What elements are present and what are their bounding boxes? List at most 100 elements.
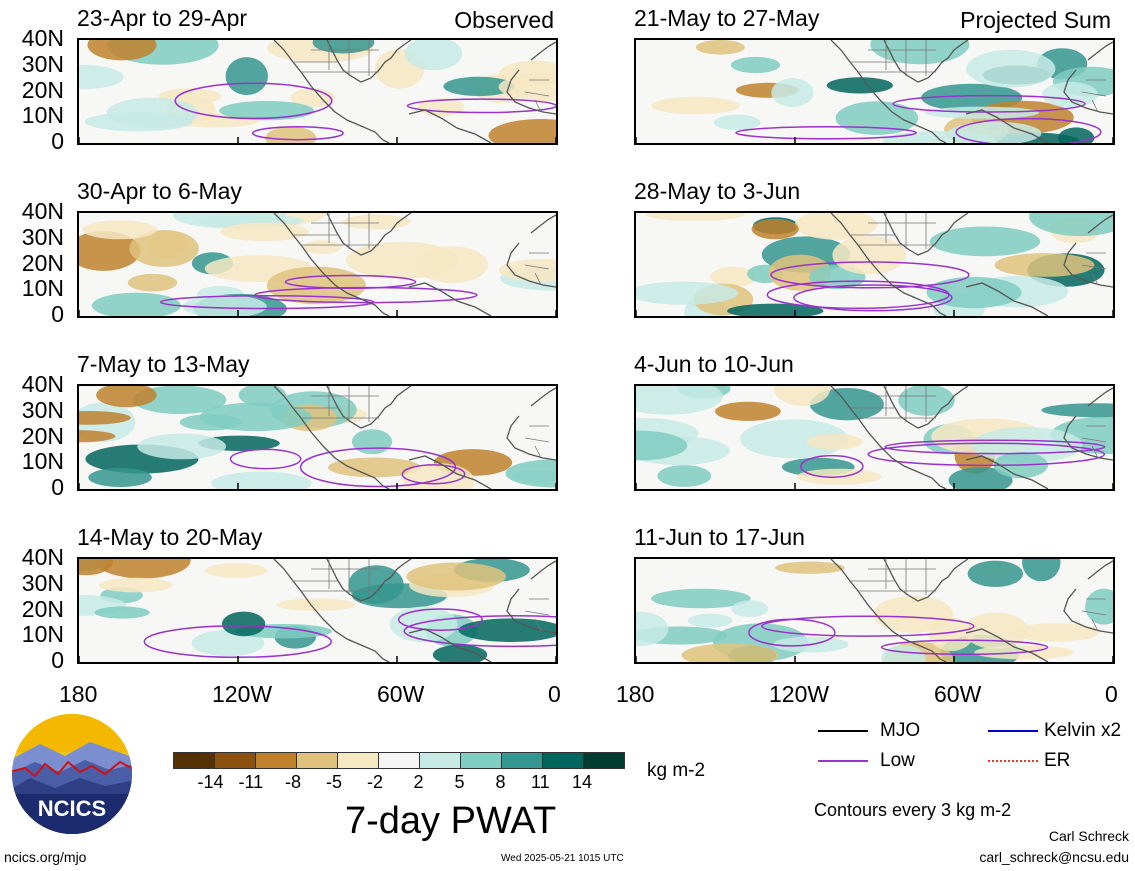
pwat-anomaly-shade bbox=[994, 253, 1095, 277]
lon-tick-label: 0 bbox=[1105, 681, 1118, 707]
colorbar-cell bbox=[255, 752, 297, 769]
pwat-anomaly-shade bbox=[966, 49, 1056, 88]
political-borders bbox=[850, 40, 1107, 113]
pwat-anomaly-shade bbox=[1085, 588, 1113, 625]
pwat-anomaly-shade bbox=[276, 598, 357, 611]
pwat-anomaly-shade bbox=[79, 231, 141, 271]
coastline bbox=[273, 386, 556, 489]
colorbar-tick-label: -8 bbox=[285, 772, 302, 792]
pwat-anomaly-shade bbox=[182, 295, 267, 316]
pwat-anomaly-shade bbox=[832, 236, 906, 275]
pwat-anomaly-shade bbox=[651, 96, 740, 115]
lat-tick-label: 30N bbox=[21, 396, 64, 423]
pwat-map bbox=[77, 557, 558, 664]
coastline bbox=[830, 559, 1113, 662]
colorbar-tick-label: -5 bbox=[326, 772, 343, 792]
lat-tick-label: 40N bbox=[21, 25, 64, 51]
low-contour bbox=[735, 125, 918, 140]
pwat-anomaly-shade bbox=[794, 213, 878, 240]
pwat-anomaly-shade bbox=[870, 40, 970, 65]
low-contour bbox=[955, 117, 1102, 143]
panel-title: 4-Jun to 10-Jun bbox=[634, 351, 794, 377]
pwat-anomaly-shade bbox=[265, 126, 317, 143]
pwat-anomaly-shade bbox=[636, 386, 723, 415]
ncics-logo: NCICS bbox=[10, 712, 135, 842]
lat-tick-label: 30N bbox=[21, 569, 64, 596]
pwat-anomaly-shade bbox=[881, 645, 926, 662]
low-contour bbox=[867, 442, 1106, 467]
pwat-anomaly-shade bbox=[645, 213, 745, 221]
lat-tick-label: 0 bbox=[51, 301, 64, 327]
political-borders bbox=[850, 213, 1107, 286]
lat-tick-label: 0 bbox=[51, 474, 64, 500]
low-contour bbox=[793, 284, 953, 312]
pwat-anomaly-shade bbox=[79, 559, 113, 576]
logo-text: NCICS bbox=[38, 796, 106, 821]
colorbar-cell bbox=[583, 752, 625, 769]
colorbar-cell bbox=[542, 752, 584, 769]
political-borders bbox=[293, 40, 550, 113]
pwat-anomaly-shade bbox=[773, 386, 831, 406]
lon-tick-label: 180 bbox=[59, 681, 98, 707]
pwat-anomaly-shade bbox=[328, 457, 421, 478]
colorbar-cell bbox=[296, 752, 338, 769]
colorbar-tick-label: 2 bbox=[413, 772, 424, 792]
colorbar-tick-label: -11 bbox=[238, 772, 264, 792]
political-borders bbox=[293, 213, 550, 286]
lat-tick-label: 10N bbox=[21, 621, 64, 648]
coastline bbox=[273, 213, 556, 316]
pwat-anomaly-shade bbox=[651, 588, 751, 609]
panel-title: 7-May to 13-May bbox=[77, 351, 250, 377]
pwat-anomaly-shade bbox=[727, 303, 824, 316]
low-contour bbox=[284, 274, 417, 290]
lat-tick-label: 20N bbox=[21, 422, 64, 449]
pwat-anomaly-shade bbox=[79, 430, 116, 443]
pwat-anomaly-shade bbox=[1042, 81, 1098, 108]
lat-tick-label: 40N bbox=[21, 371, 64, 397]
low-contour bbox=[229, 448, 302, 470]
coastline bbox=[830, 40, 1113, 143]
colorbar-units: kg m-2 bbox=[647, 760, 706, 781]
pwat-anomaly-shade bbox=[199, 402, 312, 432]
lon-tick-label: 180 bbox=[616, 681, 655, 707]
low-contour bbox=[159, 294, 375, 310]
pwat-anomaly-shade bbox=[82, 220, 157, 240]
colorbar-cell bbox=[460, 752, 502, 769]
pwat-anomaly-shade bbox=[458, 618, 556, 642]
pwat-anomaly-shade bbox=[94, 559, 191, 579]
political-borders bbox=[293, 559, 550, 632]
pwat-anomaly-shade bbox=[715, 401, 781, 421]
lat-tick-label: 30N bbox=[21, 223, 64, 250]
pwat-anomaly-shade bbox=[238, 386, 286, 407]
lat-tick-label: 0 bbox=[51, 647, 64, 673]
pwat-anomaly-shade bbox=[929, 226, 1041, 257]
low-contour bbox=[800, 454, 864, 478]
legend-label-low: Low bbox=[880, 750, 915, 771]
lat-tick-label: 0 bbox=[51, 128, 64, 154]
colorbar-cell bbox=[378, 752, 420, 769]
pwat-anomaly-shade bbox=[687, 613, 733, 628]
low-contour bbox=[403, 615, 556, 648]
low-contour bbox=[892, 94, 1086, 113]
colorbar-cell bbox=[337, 752, 379, 769]
pwat-anomaly-shade bbox=[826, 77, 893, 94]
lat-tick-label: 20N bbox=[21, 595, 64, 622]
pwat-anomaly-shade bbox=[731, 600, 769, 618]
pwat-anomaly-shade bbox=[404, 40, 463, 71]
pwat-anomaly-shade bbox=[351, 429, 393, 455]
pwat-anomaly-shade bbox=[657, 465, 712, 487]
low-contour bbox=[761, 615, 975, 637]
pwat-map bbox=[634, 557, 1115, 664]
projected-tag: Projected Sum bbox=[960, 7, 1111, 33]
pwat-anomaly-shade bbox=[342, 214, 411, 230]
low-contour bbox=[748, 618, 836, 647]
pwat-anomaly-shade bbox=[1012, 623, 1099, 642]
pwat-anomaly-shade bbox=[79, 411, 131, 425]
pwat-anomaly-shade bbox=[389, 606, 458, 643]
pwat-map bbox=[77, 38, 558, 145]
lat-tick-label: 20N bbox=[21, 249, 64, 276]
contour-note: Contours every 3 kg m-2 bbox=[814, 800, 1012, 820]
panel-title: 28-May to 3-Jun bbox=[634, 178, 801, 204]
pwat-anomaly-shade bbox=[137, 433, 227, 460]
colorbar-tick-label: 8 bbox=[495, 772, 506, 792]
